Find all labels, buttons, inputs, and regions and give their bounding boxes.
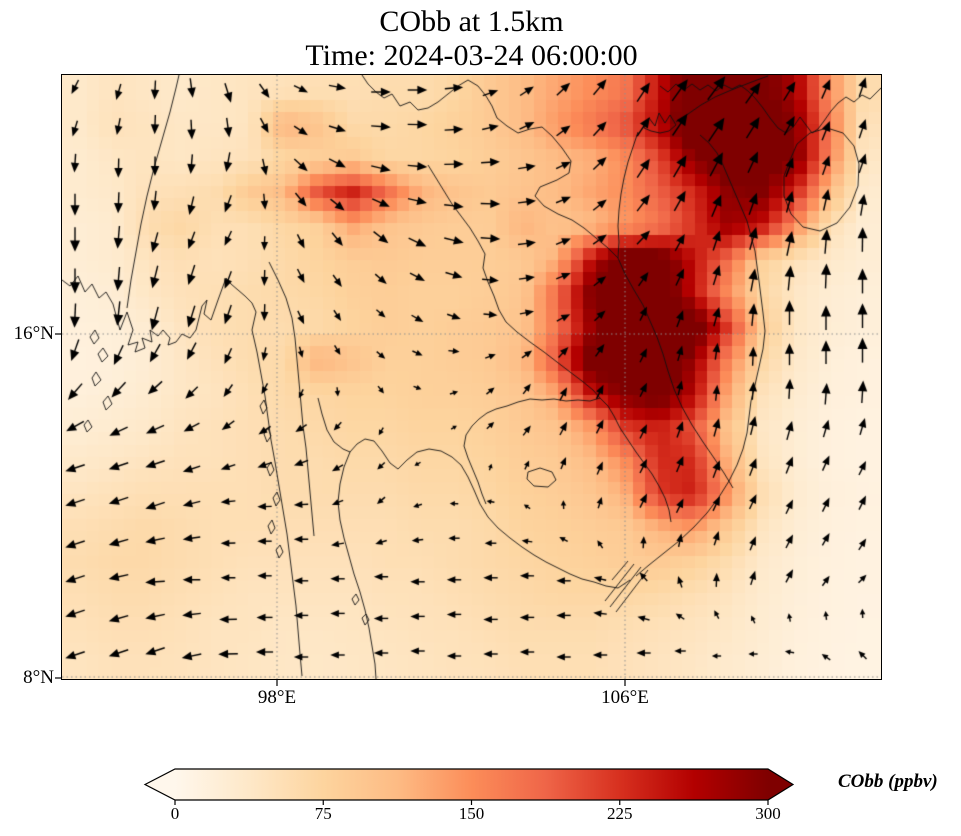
colorbar-label: CObb (ppbv) — [838, 771, 938, 792]
x-tick-label: 106°E — [601, 687, 649, 708]
plot-subtitle-time: Time: 2024-03-24 06:00:00 — [305, 39, 638, 72]
colorbar-tick-label: 0 — [170, 804, 180, 823]
plot-title: CObb at 1.5km — [379, 5, 564, 38]
y-tick-label: 8°N — [23, 667, 54, 688]
map-canvas — [62, 75, 881, 679]
colorbar-extend-min-arrow — [145, 769, 175, 800]
x-tick-label: 98°E — [257, 687, 297, 708]
colorbar-tick-label: 225 — [607, 804, 633, 823]
colorbar — [143, 768, 795, 805]
colorbar-gradient-bar — [175, 769, 768, 800]
colorbar-extend-max-arrow — [768, 769, 793, 800]
colorbar-tick-label: 300 — [755, 804, 781, 823]
map-axes — [61, 74, 882, 680]
colorbar-outline — [143, 768, 795, 801]
y-tick-label: 16°N — [13, 323, 54, 344]
colorbar-tick-label: 150 — [458, 804, 485, 823]
colorbar-tick-label: 75 — [314, 804, 332, 823]
